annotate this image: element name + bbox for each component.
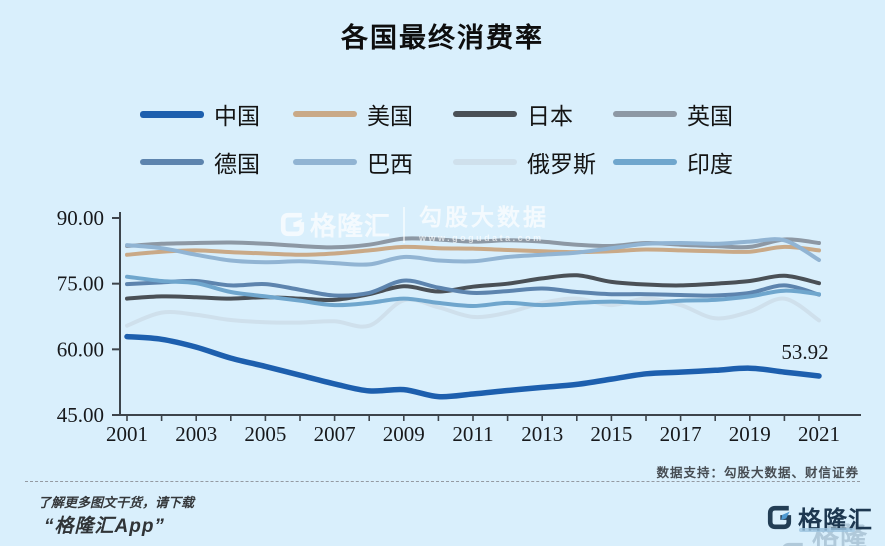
legend-item: 巴西 [293, 148, 413, 177]
y-axis-tick-label: 45.00 [57, 403, 104, 427]
legend-swatch [140, 110, 204, 118]
x-axis-tick-label: 2009 [383, 422, 425, 446]
legend-item-label: 俄罗斯 [527, 151, 596, 177]
x-axis-tick-label: 2013 [521, 422, 563, 446]
x-axis-tick-label: 2019 [729, 422, 771, 446]
legend-swatch [293, 111, 357, 117]
gelonghui-logo-icon [767, 505, 792, 530]
logo-tagline-bar [799, 528, 855, 532]
chart-legend: 中国 美国 日本 英国德国 巴西 俄罗斯 印度 [140, 100, 760, 192]
x-axis-tick-label: 2005 [244, 422, 286, 446]
legend-item-label: 日本 [527, 103, 573, 129]
legend-swatch [613, 159, 677, 165]
y-axis-tick-label: 75.00 [57, 272, 104, 296]
series-line-巴西 [125, 237, 821, 267]
x-axis-tick-label: 2015 [590, 422, 632, 446]
series-line-中国 [124, 333, 822, 400]
promo-app-name: “格隆汇App” [44, 516, 165, 537]
endpoint-value-label: 53.92 [781, 340, 828, 364]
legend-swatch [140, 159, 204, 165]
legend-item-label: 巴西 [367, 151, 413, 177]
series-line-俄罗斯 [125, 296, 821, 329]
y-axis-tick-label: 60.00 [57, 337, 104, 361]
x-axis-tick-label: 2001 [106, 422, 148, 446]
legend-item: 英国 [613, 100, 733, 129]
gelonghui-logo-icon [782, 542, 803, 546]
legend-item-label: 德国 [214, 151, 260, 177]
legend-swatch [613, 111, 677, 117]
legend-swatch [293, 159, 357, 165]
series-line-美国 [125, 244, 821, 257]
legend-item-label: 印度 [687, 151, 733, 177]
legend-item-label: 中国 [214, 103, 260, 129]
data-support-note: 数据支持：勾股大数据、财信证券 [656, 466, 859, 480]
x-axis-tick-label: 2003 [175, 422, 217, 446]
legend-item: 俄罗斯 [453, 148, 596, 177]
legend-item: 中国 [140, 100, 260, 129]
ghost-logo-label: 格隆汇 [811, 522, 868, 546]
legend-item-label: 英国 [687, 103, 733, 129]
x-axis-tick-label: 2011 [452, 422, 493, 446]
legend-item: 德国 [140, 148, 260, 177]
promo-text: 了解更多图文干货，请下载 [38, 495, 195, 510]
x-axis-tick-label: 2017 [660, 422, 702, 446]
legend-item-label: 美国 [367, 103, 413, 129]
legend-item: 日本 [453, 100, 573, 129]
y-axis-tick-label: 90.00 [57, 206, 104, 230]
x-axis-tick-label: 2007 [314, 422, 356, 446]
series-line-德国 [125, 278, 821, 298]
series-line-日本 [125, 273, 821, 303]
chart-title: 各国最终消费率 [341, 23, 544, 53]
series-line-印度 [125, 274, 821, 308]
dashed-divider [25, 481, 860, 482]
legend-item: 美国 [293, 100, 413, 129]
legend-swatch [453, 111, 517, 117]
legend-swatch [453, 159, 517, 165]
x-axis-tick-label: 2021 [798, 422, 840, 446]
legend-item: 印度 [613, 148, 733, 177]
gelonghui-logo: 格隆汇 [766, 500, 873, 535]
